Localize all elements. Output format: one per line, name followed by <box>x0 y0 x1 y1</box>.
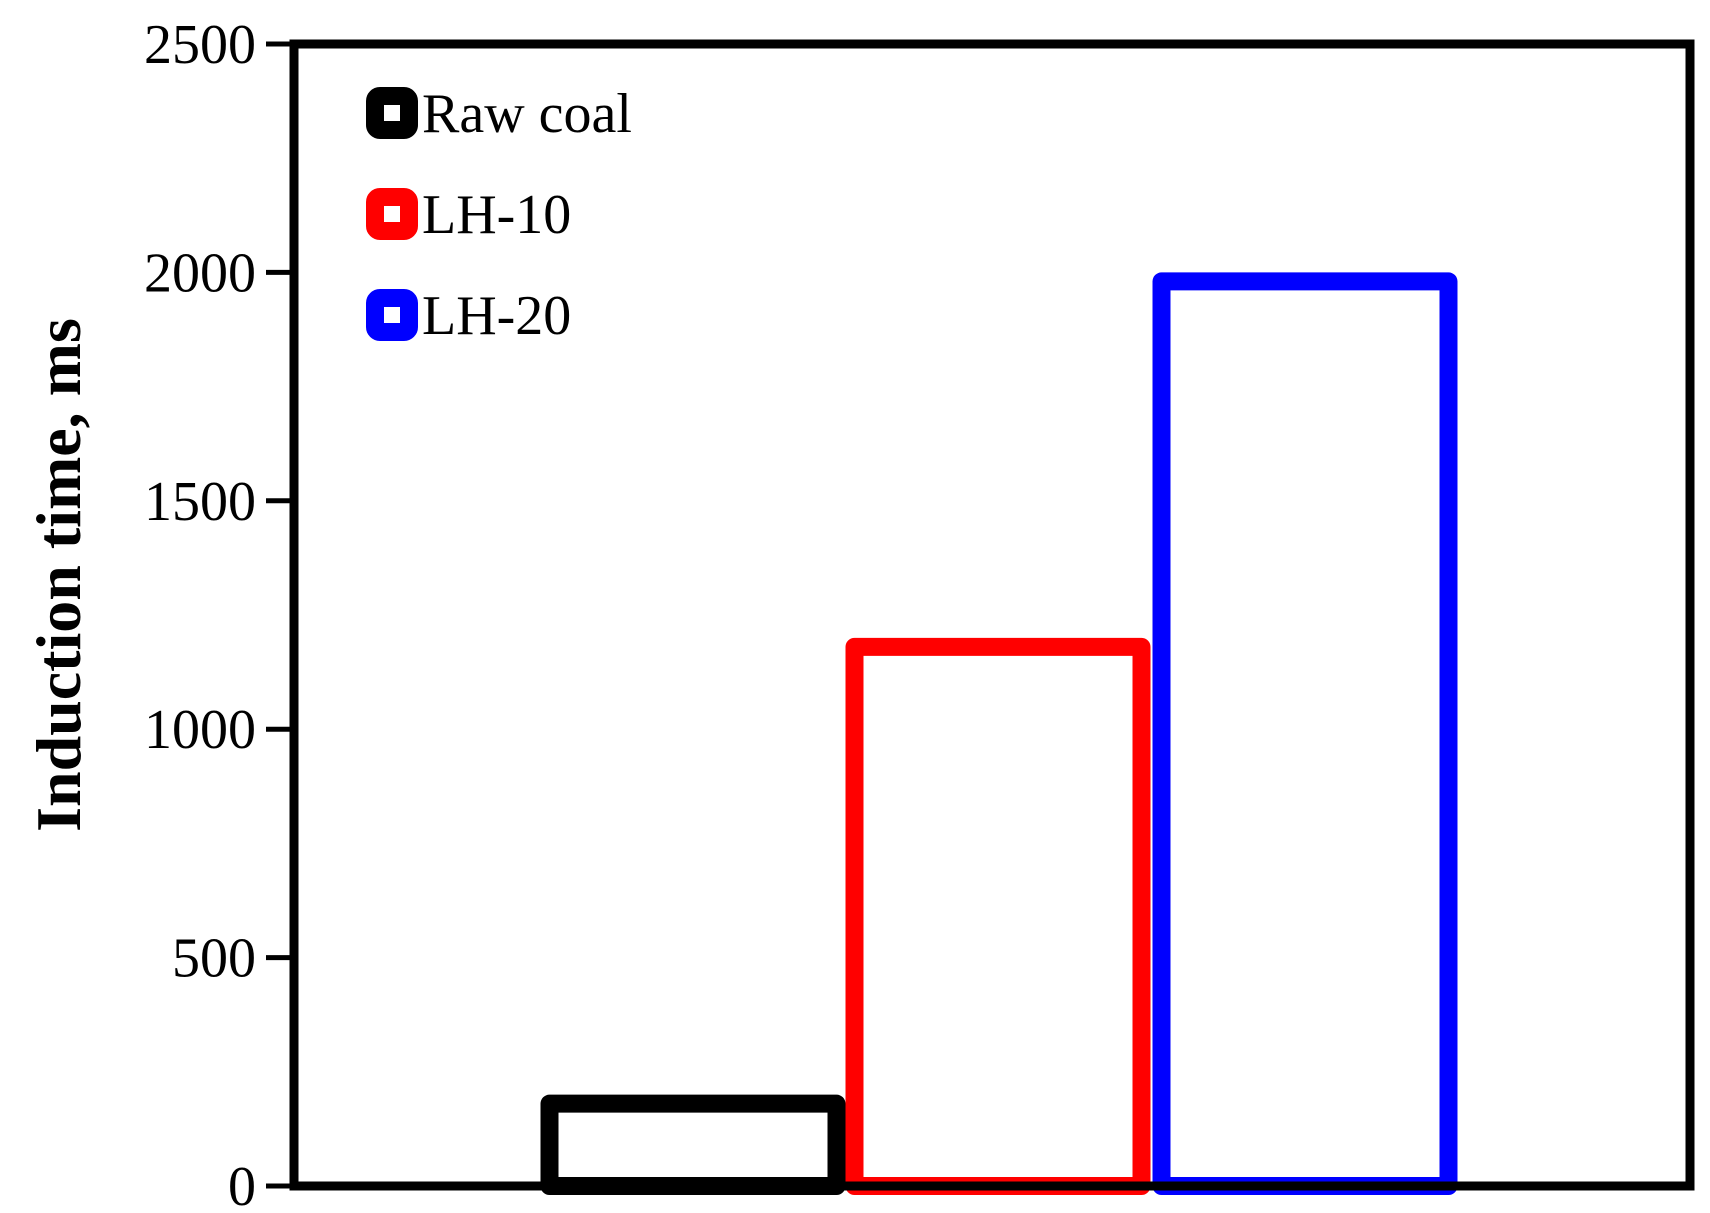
bar-raw-coal <box>540 1094 846 1196</box>
bars <box>540 272 1458 1196</box>
legend-item: Raw coal <box>366 83 632 145</box>
legend-item: LH-10 <box>366 184 571 246</box>
y-tick-label: 2500 <box>144 14 256 76</box>
bar-lh-20 <box>1152 272 1458 1195</box>
legend: Raw coal LH-10 LH-20 <box>366 83 632 347</box>
y-tick-label: 1500 <box>144 471 256 533</box>
legend-label: LH-20 <box>422 285 571 347</box>
y-tick-label: 0 <box>228 1156 256 1213</box>
plot-frame <box>289 39 1695 1191</box>
bar-lh-10 <box>845 637 1151 1195</box>
legend-item: LH-20 <box>366 285 571 347</box>
y-axis-label: Induction time, ms <box>23 318 94 832</box>
y-tick-label: 2000 <box>144 242 256 304</box>
y-tick-label: 500 <box>172 928 256 990</box>
y-axis-ticks: 0 500 1000 1500 2000 2500 <box>144 14 294 1213</box>
legend-swatch <box>366 188 418 240</box>
legend-swatch <box>366 87 418 139</box>
legend-label: LH-10 <box>422 184 571 246</box>
y-tick-label: 1000 <box>144 699 256 761</box>
legend-label: Raw coal <box>422 83 632 145</box>
legend-swatch <box>366 289 418 341</box>
